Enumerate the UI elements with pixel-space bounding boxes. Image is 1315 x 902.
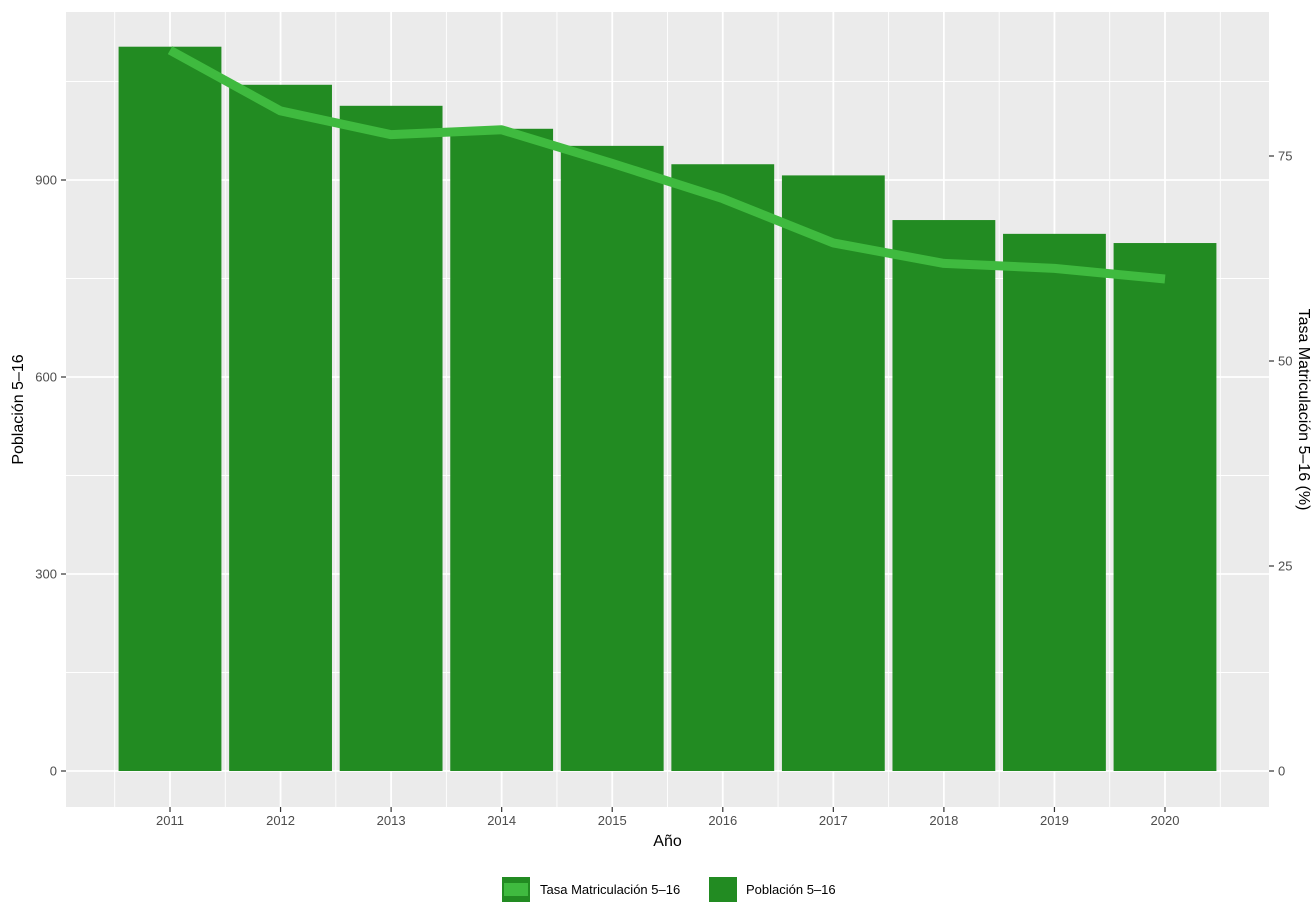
bar-2013	[339, 105, 443, 771]
right-y-axis: 0 25 50 75	[1269, 149, 1292, 779]
left-y-tick-label: 900	[35, 173, 57, 188]
left-y-tick-label: 600	[35, 370, 57, 385]
x-tick-label: 2012	[266, 813, 295, 828]
bar-2012	[229, 84, 332, 772]
x-axis: 2011 2012 2013 2014 2015 2016 2017 2018 2019 2020	[156, 807, 1179, 828]
legend-label-bar: Población 5–16	[746, 882, 836, 897]
x-tick-label: 2017	[819, 813, 848, 828]
left-y-tick-label: 300	[35, 567, 57, 582]
x-tick-label: 2018	[929, 813, 958, 828]
x-tick-label: 2016	[708, 813, 737, 828]
x-tick-label: 2019	[1040, 813, 1069, 828]
bar-2015	[560, 145, 664, 771]
left-y-axis: 0 300 600 900	[35, 173, 66, 779]
x-tick-label: 2013	[377, 813, 406, 828]
bar-2011	[118, 46, 222, 772]
left-y-tick-label: 0	[50, 764, 57, 779]
legend-label-line: Tasa Matriculación 5–16	[540, 882, 680, 897]
x-tick-label: 2014	[487, 813, 516, 828]
tasa-line	[167, 46, 1166, 284]
bar-2019	[1003, 233, 1106, 771]
x-tick-label: 2011	[156, 813, 184, 828]
legend-item-bar: Población 5–16	[709, 877, 836, 902]
line-series	[167, 46, 1166, 284]
right-y-axis-title: Tasa Matriculación 5–16 (%)	[1295, 309, 1312, 511]
legend-key-bar	[709, 877, 737, 902]
right-y-tick-label: 50	[1278, 354, 1292, 369]
x-tick-label: 2015	[598, 813, 627, 828]
legend-key-line	[504, 883, 528, 896]
bar-2014	[450, 128, 554, 771]
x-axis-title: Año	[653, 833, 682, 850]
x-tick-label: 2020	[1151, 813, 1180, 828]
bar-series	[118, 46, 1217, 772]
bar-2017	[781, 175, 885, 772]
legend: Tasa Matriculación 5–16 Población 5–16	[502, 877, 836, 902]
left-y-axis-title: Población 5–16	[10, 354, 27, 464]
right-y-tick-label: 0	[1278, 764, 1285, 779]
legend-item-line: Tasa Matriculación 5–16	[502, 877, 680, 902]
bar-2020	[1113, 243, 1217, 772]
bar-2016	[671, 164, 775, 772]
right-y-tick-label: 75	[1278, 149, 1292, 164]
bar-2018	[892, 220, 996, 772]
right-y-tick-label: 25	[1278, 559, 1292, 574]
